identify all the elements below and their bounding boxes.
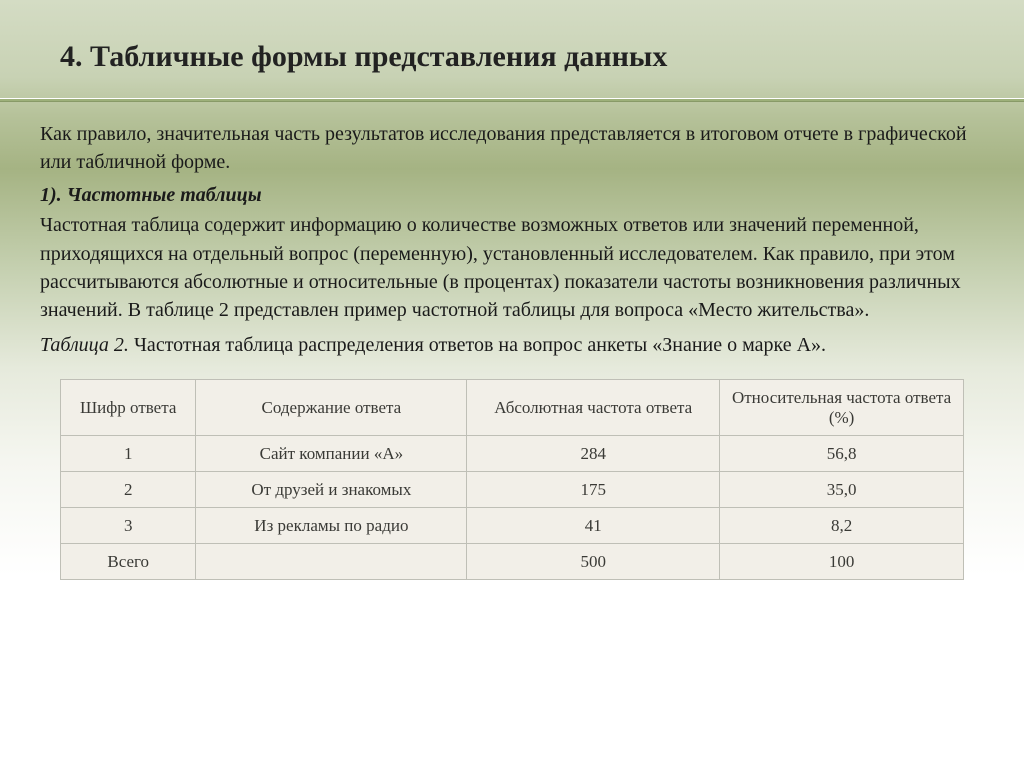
table-cell: 100 [720,544,964,580]
col-header: Относительная частота ответа (%) [720,380,964,436]
table-cell: 41 [467,508,720,544]
table-cell: 8,2 [720,508,964,544]
title-area: 4. Табличные формы представления данных [0,0,1024,98]
table-cell: Из рекламы по радио [196,508,467,544]
table-cell: 284 [467,436,720,472]
frequency-table: Шифр ответа Содержание ответа Абсолютная… [60,379,964,580]
body-paragraph: Частотная таблица содержит информацию о … [40,211,984,325]
table-cell [196,544,467,580]
table-cell: От друзей и знакомых [196,472,467,508]
table-cell: 2 [61,472,196,508]
table-row: 1 Сайт компании «А» 284 56,8 [61,436,964,472]
table-container: Шифр ответа Содержание ответа Абсолютная… [0,359,1024,580]
page-title: 4. Табличные формы представления данных [60,40,964,74]
caption-label: Таблица 2. [40,334,129,356]
col-header: Шифр ответа [61,380,196,436]
table-cell: Сайт компании «А» [196,436,467,472]
table-cell: 3 [61,508,196,544]
table-header-row: Шифр ответа Содержание ответа Абсолютная… [61,380,964,436]
col-header: Абсолютная частота ответа [467,380,720,436]
table-row-total: Всего 500 100 [61,544,964,580]
table-cell: 500 [467,544,720,580]
table-row: 2 От друзей и знакомых 175 35,0 [61,472,964,508]
content-area: Как правило, значительная часть результа… [0,102,1024,359]
table-cell: 175 [467,472,720,508]
table-caption: Таблица 2. Частотная таблица распределен… [40,331,984,359]
col-header: Содержание ответа [196,380,467,436]
table-cell: 56,8 [720,436,964,472]
table-cell: 1 [61,436,196,472]
subheading: 1). Частотные таблицы [40,181,984,209]
table-cell: Всего [61,544,196,580]
caption-text: Частотная таблица распределения ответов … [129,334,826,356]
table-row: 3 Из рекламы по радио 41 8,2 [61,508,964,544]
table-cell: 35,0 [720,472,964,508]
intro-paragraph: Как правило, значительная часть результа… [40,120,984,177]
